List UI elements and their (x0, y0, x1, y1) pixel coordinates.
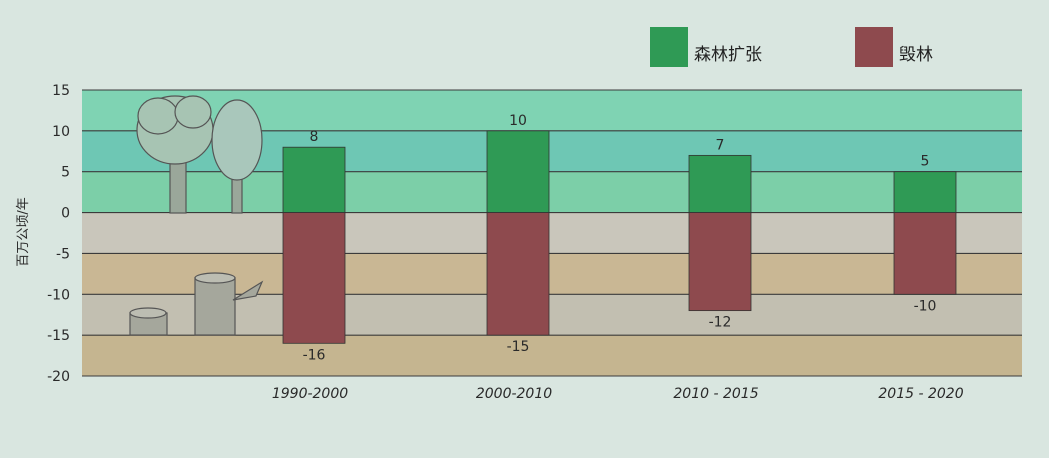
bar-deforestation (893, 212, 957, 295)
legend-label-forest-expansion: 森林扩张 (694, 45, 762, 65)
x-category-label: 1990-2000 (272, 386, 348, 402)
y-tick-label: 10 (52, 124, 70, 140)
data-label-deforestation: -16 (303, 347, 326, 363)
category-labels: 1990-2000 2000-2010 2010 - 2015 2015 - 2020 (272, 386, 964, 402)
bar-forest-expansion (893, 171, 957, 213)
data-label-deforestation: -15 (507, 339, 530, 355)
y-tick-label: 15 (52, 83, 70, 99)
y-axis-tick-labels: 15 10 5 0 -5 -10 -15 -20 (47, 83, 70, 385)
y-tick-label: 0 (61, 206, 70, 222)
data-label-forest-expansion: 5 (921, 154, 930, 170)
bar-forest-expansion (486, 130, 550, 213)
bar-forest-expansion (282, 146, 346, 213)
background-band (82, 335, 1022, 376)
data-label-forest-expansion: 7 (716, 137, 725, 153)
background-band (82, 171, 1022, 213)
data-label-deforestation: -10 (914, 298, 937, 314)
y-axis-label: 百万公顷/年 (16, 197, 31, 266)
data-label-deforestation: -12 (709, 315, 732, 331)
y-tick-label: -5 (56, 246, 70, 262)
legend-swatch-deforestation (855, 27, 893, 67)
x-category-label: 2010 - 2015 (673, 386, 758, 402)
background-bands (82, 90, 1022, 376)
y-tick-label: 5 (61, 165, 70, 181)
bar-deforestation (688, 212, 752, 312)
legend-label-deforestation: 毁林 (899, 45, 933, 65)
bars (282, 130, 957, 344)
background-band (82, 212, 1022, 254)
bar-forest-expansion (688, 154, 752, 213)
data-labels: 8 -16 10 -15 7 -12 5 -10 (303, 113, 937, 363)
y-tick-label: -20 (47, 369, 70, 385)
background-band (82, 294, 1022, 336)
y-tick-label: -15 (47, 328, 70, 344)
x-category-label: 2015 - 2020 (878, 386, 963, 402)
tree-illustration (136, 95, 263, 214)
bar-deforestation (282, 212, 346, 344)
data-label-forest-expansion: 8 (310, 129, 319, 145)
data-label-forest-expansion: 10 (509, 113, 527, 129)
background-band (82, 253, 1022, 295)
y-tick-label: -10 (47, 287, 70, 303)
legend-swatch-forest-expansion (650, 27, 688, 67)
legend: 森林扩张 毁林 (650, 27, 933, 67)
x-category-label: 2000-2010 (476, 386, 552, 402)
bar-deforestation (486, 212, 550, 336)
stump-illustration (129, 272, 264, 336)
